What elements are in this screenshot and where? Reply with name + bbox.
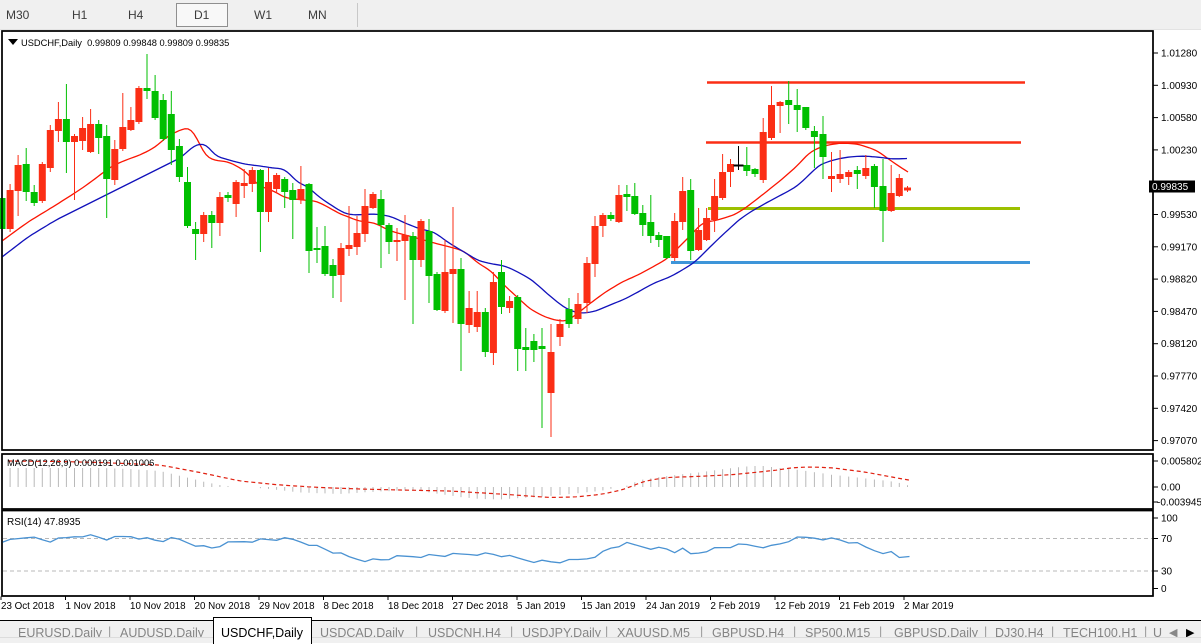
svg-text:29 Nov 2018: 29 Nov 2018 xyxy=(259,601,315,612)
svg-text:1 Nov 2018: 1 Nov 2018 xyxy=(66,601,117,612)
svg-text:-0.003945: -0.003945 xyxy=(1157,498,1201,509)
svg-text:USDCHF,Daily 0.99809 0.99848: USDCHF,Daily 0.99809 0.99848 0.99809 0.9… xyxy=(21,38,229,48)
svg-text:5 Jan 2019: 5 Jan 2019 xyxy=(517,601,565,612)
svg-text:0.98820: 0.98820 xyxy=(1161,275,1198,286)
svg-text:12 Feb 2019: 12 Feb 2019 xyxy=(775,601,830,612)
svg-text:1.01280: 1.01280 xyxy=(1161,49,1198,60)
svg-text:1.00930: 1.00930 xyxy=(1161,81,1198,92)
svg-text:21 Feb 2019: 21 Feb 2019 xyxy=(840,601,895,612)
svg-text:0.97070: 0.97070 xyxy=(1161,436,1198,447)
svg-text:0: 0 xyxy=(1161,584,1167,595)
svg-text:0.005802: 0.005802 xyxy=(1161,457,1201,468)
svg-text:0.97420: 0.97420 xyxy=(1161,404,1198,415)
svg-text:RSI(14) 47.8935: RSI(14) 47.8935 xyxy=(7,517,81,528)
svg-text:2 Mar 2019: 2 Mar 2019 xyxy=(904,601,954,612)
svg-text:10 Nov 2018: 10 Nov 2018 xyxy=(130,601,186,612)
svg-text:30: 30 xyxy=(1161,567,1173,578)
svg-text:0.98120: 0.98120 xyxy=(1161,339,1198,350)
svg-text:24 Jan 2019: 24 Jan 2019 xyxy=(646,601,700,612)
svg-text:0.97770: 0.97770 xyxy=(1161,372,1198,383)
svg-text:0.99170: 0.99170 xyxy=(1161,242,1198,253)
svg-text:20 Nov 2018: 20 Nov 2018 xyxy=(195,601,251,612)
svg-text:8 Dec 2018: 8 Dec 2018 xyxy=(324,601,375,612)
svg-text:2 Feb 2019: 2 Feb 2019 xyxy=(711,601,761,612)
svg-text:0.99530: 0.99530 xyxy=(1161,210,1198,221)
svg-text:1.00230: 1.00230 xyxy=(1161,145,1198,156)
svg-text:70: 70 xyxy=(1161,534,1173,545)
svg-text:1.00580: 1.00580 xyxy=(1161,113,1198,124)
svg-text:27 Dec 2018: 27 Dec 2018 xyxy=(453,601,509,612)
svg-text:100: 100 xyxy=(1161,514,1178,525)
svg-text:MACD(12,26,9) 0.000191 0.00100: MACD(12,26,9) 0.000191 0.001006 xyxy=(7,458,154,468)
svg-text:15 Jan 2019: 15 Jan 2019 xyxy=(582,601,636,612)
svg-text:0.99835: 0.99835 xyxy=(1152,182,1189,193)
svg-text:23 Oct 2018: 23 Oct 2018 xyxy=(1,601,55,612)
svg-text:0.98470: 0.98470 xyxy=(1161,307,1198,318)
svg-text:18 Dec 2018: 18 Dec 2018 xyxy=(388,601,444,612)
svg-text:0.00: 0.00 xyxy=(1161,483,1181,494)
